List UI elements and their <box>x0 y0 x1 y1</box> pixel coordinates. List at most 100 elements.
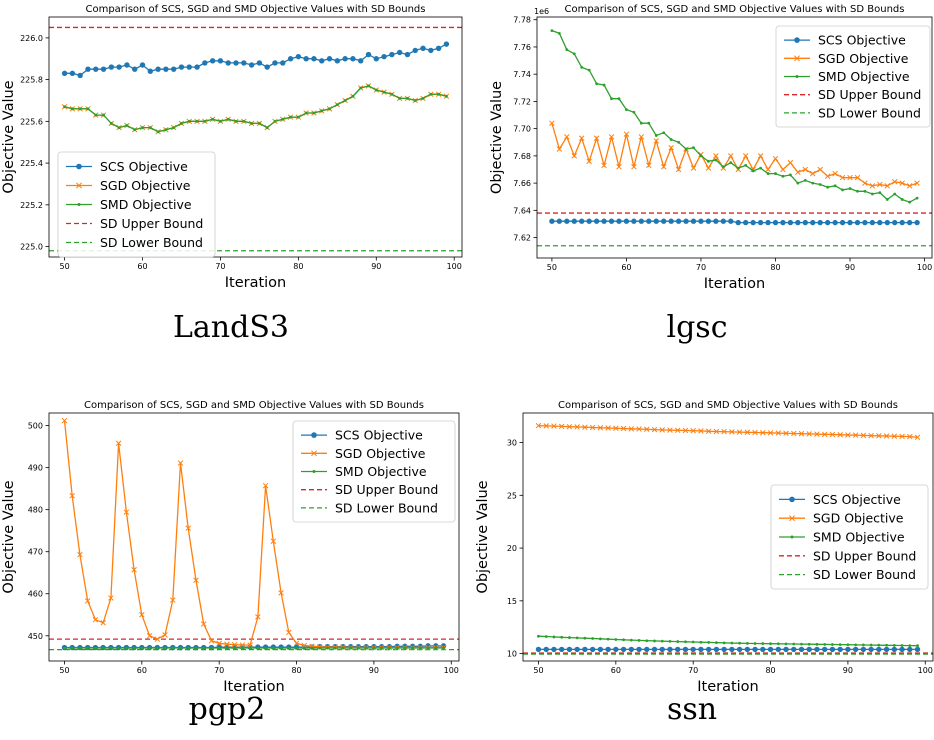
y-axis-label: Objective Value <box>1 80 17 193</box>
legend-label: SGD Objective <box>335 446 426 461</box>
data-point <box>646 218 652 224</box>
data-point <box>109 122 113 125</box>
data-point <box>628 426 635 432</box>
data-point <box>374 88 378 92</box>
data-point <box>564 218 570 224</box>
data-point <box>123 509 130 515</box>
data-point <box>669 138 673 141</box>
plot-frame <box>522 412 934 662</box>
data-point <box>139 62 146 68</box>
data-point <box>217 58 224 64</box>
data-point <box>216 640 222 647</box>
data-point <box>714 158 718 162</box>
x-tick-label: 50 <box>533 666 543 675</box>
data-point <box>551 423 557 429</box>
data-point <box>781 174 785 178</box>
data-point <box>806 646 812 653</box>
legend-label: SD Upper Bound <box>818 87 921 102</box>
data-point <box>791 646 797 653</box>
data-point <box>729 161 733 165</box>
x-tick-label: 60 <box>137 262 147 271</box>
data-point <box>591 637 595 640</box>
y-tick-label: 470 <box>28 548 43 557</box>
data-point <box>677 140 681 144</box>
data-point <box>636 646 642 653</box>
data-point <box>389 51 395 58</box>
data-point <box>914 180 920 186</box>
data-point <box>94 646 97 650</box>
data-point <box>117 646 121 650</box>
data-point <box>870 192 874 196</box>
y-offset-label: 1e6 <box>534 7 549 16</box>
data-point <box>837 646 843 653</box>
data-point <box>653 639 656 643</box>
x-axis-label: Iteration <box>704 276 766 292</box>
data-point <box>631 164 637 170</box>
data-point <box>367 84 370 88</box>
data-point <box>659 646 665 653</box>
data-point <box>92 617 99 623</box>
data-point <box>289 115 292 119</box>
data-point <box>200 621 207 627</box>
x-tick-label: 80 <box>293 262 303 271</box>
data-point <box>535 646 542 653</box>
panel-caption: lgsc <box>667 310 728 345</box>
data-point <box>774 172 777 175</box>
data-point <box>847 174 853 181</box>
chart-title: Comparison of SCS, SGD and SMD Objective… <box>564 4 904 15</box>
data-point <box>660 218 667 224</box>
x-axis-label: Iteration <box>697 679 759 695</box>
data-point <box>94 113 98 117</box>
data-point <box>418 646 422 650</box>
data-point <box>186 646 190 650</box>
series-0 <box>535 646 921 653</box>
data-point <box>736 429 743 435</box>
data-point <box>133 128 137 132</box>
data-point <box>225 60 231 66</box>
data-point <box>296 115 300 119</box>
data-point <box>178 64 185 70</box>
data-point <box>869 643 873 647</box>
legend-label: SCS Objective <box>335 428 423 443</box>
data-point <box>838 643 842 647</box>
data-point <box>760 429 766 436</box>
series-line <box>551 123 918 187</box>
data-point <box>211 117 215 121</box>
x-tick-label: 90 <box>369 666 379 675</box>
legend-marker <box>311 450 317 457</box>
data-point <box>742 153 749 159</box>
data-point <box>675 218 682 224</box>
legend-marker <box>789 515 795 522</box>
data-point <box>744 646 751 653</box>
data-point <box>792 642 796 646</box>
x-tick-label: 60 <box>611 666 621 675</box>
data-point <box>86 107 90 111</box>
data-point <box>195 119 199 123</box>
data-point <box>395 646 399 650</box>
y-tick-label: 480 <box>28 506 43 515</box>
data-point <box>899 180 905 186</box>
x-tick-label: 100 <box>917 263 932 272</box>
legend-marker <box>76 163 82 170</box>
legend-marker <box>795 75 799 78</box>
data-point <box>428 47 434 54</box>
series-2 <box>63 84 448 134</box>
plot-frame <box>48 412 460 662</box>
data-point <box>815 642 819 646</box>
data-point <box>798 430 805 437</box>
data-point <box>861 643 865 647</box>
legend-label: SD Upper Bound <box>813 548 916 563</box>
data-point <box>622 638 625 642</box>
data-point <box>187 119 191 123</box>
data-point <box>824 219 831 226</box>
data-point <box>100 66 107 72</box>
y-tick-label: 450 <box>28 632 43 641</box>
data-point <box>823 643 827 646</box>
data-point <box>552 635 556 639</box>
series-line <box>64 43 447 77</box>
data-point <box>721 646 727 653</box>
data-point <box>380 646 384 650</box>
data-point <box>899 219 905 226</box>
data-point <box>892 219 898 226</box>
